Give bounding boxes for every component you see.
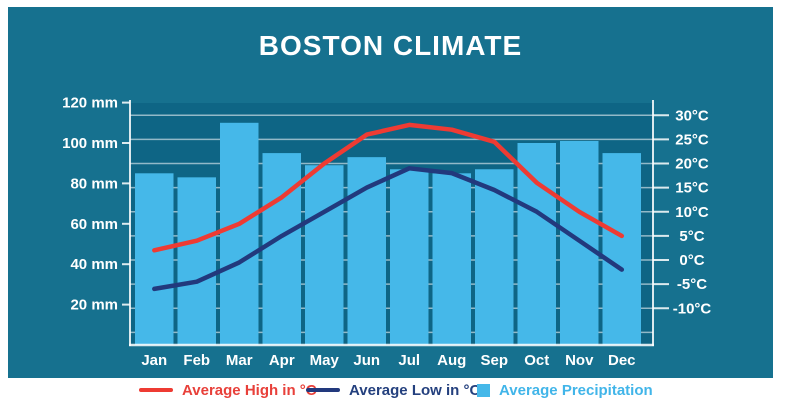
month-label-may: May xyxy=(310,352,340,369)
precip-bar-oct xyxy=(517,143,556,345)
legend-label-average-low: Average Low in °C xyxy=(349,381,481,399)
temp-tick-label-0: 0°C xyxy=(679,252,704,269)
temp-tick-label-15: 15°C xyxy=(675,180,709,197)
legend-item-average-precipitation: Average Precipitation xyxy=(477,381,653,399)
month-label-dec: Dec xyxy=(608,352,636,369)
month-label-oct: Oct xyxy=(524,352,549,369)
precip-bar-apr xyxy=(262,153,301,345)
temp-tick-label--10: -10°C xyxy=(673,300,712,317)
lightblue-square-swatch-icon xyxy=(477,383,490,397)
precip-bar-mar xyxy=(220,122,259,345)
month-label-nov: Nov xyxy=(565,352,594,369)
temp-tick-label-20: 20°C xyxy=(675,156,709,173)
temp-tick-label-5: 5°C xyxy=(679,228,704,245)
temp-tick-label-25: 25°C xyxy=(675,131,709,148)
month-label-aug: Aug xyxy=(437,352,466,369)
avg-high-line xyxy=(152,122,625,253)
legend-label-average-precipitation: Average Precipitation xyxy=(499,381,653,399)
temp-tick-label-30: 30°C xyxy=(675,107,709,124)
legend-label-average-high: Average High in °C xyxy=(182,381,317,399)
mm-tick-label-40: 40 mm xyxy=(70,256,118,273)
precip-bar-aug xyxy=(432,173,471,345)
month-label-jun: Jun xyxy=(353,352,380,369)
precip-bar-dec xyxy=(602,153,641,345)
mm-tick-label-60: 60 mm xyxy=(70,216,118,233)
legend-item-average-low: Average Low in °C xyxy=(306,381,480,399)
navy-line-swatch-icon xyxy=(306,388,340,392)
month-label-jan: Jan xyxy=(141,352,167,369)
month-label-mar: Mar xyxy=(226,352,253,369)
mm-tick-label-20: 20 mm xyxy=(70,297,118,314)
month-label-sep: Sep xyxy=(480,352,508,369)
month-label-feb: Feb xyxy=(183,352,210,369)
precip-bar-may xyxy=(305,165,344,345)
mm-tick-label-100: 100 mm xyxy=(62,135,118,152)
precip-bar-jan xyxy=(135,173,174,345)
avg-low-line xyxy=(152,166,625,292)
chart-title: BOSTON CLIMATE xyxy=(258,30,523,61)
precip-bar-feb xyxy=(177,177,216,345)
temp-tick-label--5: -5°C xyxy=(677,276,707,293)
legend-item-average-high: Average High in °C xyxy=(139,381,317,399)
red-line-swatch-icon xyxy=(139,388,173,392)
mm-tick-label-80: 80 mm xyxy=(70,175,118,192)
month-label-apr: Apr xyxy=(269,352,295,369)
mm-tick-label-120: 120 mm xyxy=(62,95,118,112)
precip-bar-jul xyxy=(390,169,429,345)
temp-tick-label-10: 10°C xyxy=(675,204,709,221)
month-label-jul: Jul xyxy=(398,352,420,369)
